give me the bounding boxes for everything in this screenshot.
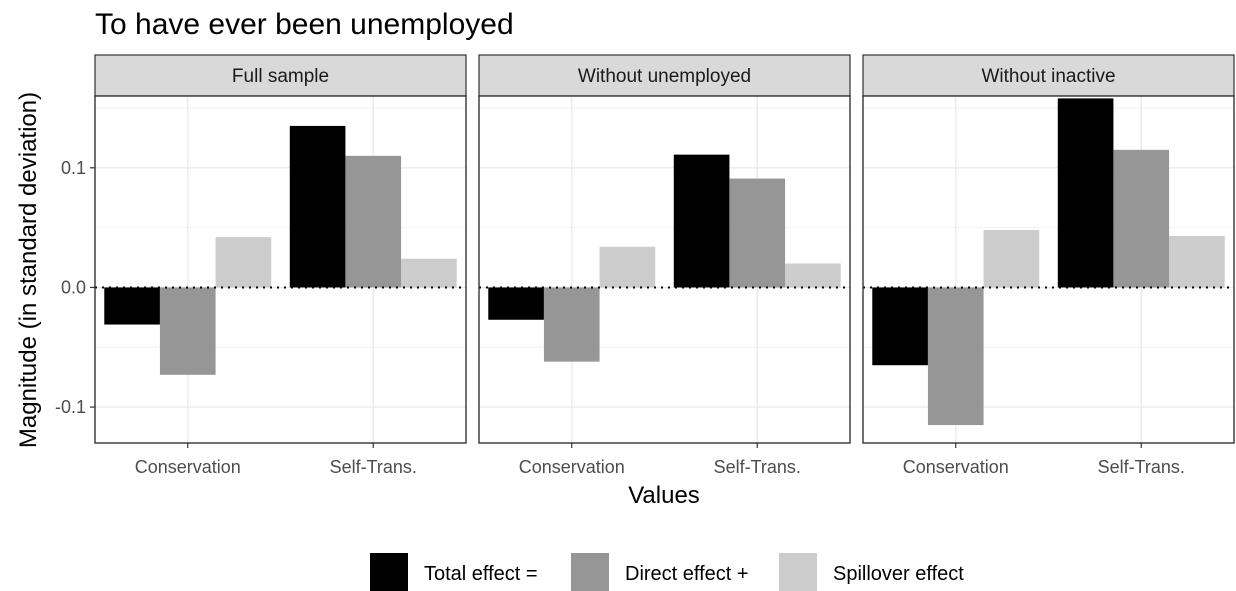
x-tick-label: Self-Trans. bbox=[330, 457, 417, 477]
y-tick-label: 0.0 bbox=[61, 277, 86, 297]
bar bbox=[401, 258, 457, 288]
facet-strip-label: Full sample bbox=[232, 66, 329, 87]
bar bbox=[104, 287, 160, 325]
panel-border bbox=[862, 95, 1235, 444]
bar bbox=[289, 125, 346, 288]
chart-title: To have ever been unemployed bbox=[95, 8, 514, 41]
facet-panels: Full sample Conservation Self-Trans. -0.1 0.… bbox=[55, 54, 1235, 477]
bar bbox=[1057, 98, 1114, 288]
x-tick-label: Self-Trans. bbox=[1098, 457, 1185, 477]
x-tick-label: Conservation bbox=[519, 457, 625, 477]
facet-panel: Full sample Conservation Self-Trans. -0.1 0.… bbox=[55, 54, 467, 477]
bar bbox=[1169, 235, 1225, 288]
y-tick-label: 0.1 bbox=[61, 158, 86, 178]
legend-label: Spillover effect bbox=[833, 563, 964, 585]
legend-key bbox=[779, 553, 817, 591]
bar bbox=[543, 287, 600, 362]
legend-item: Direct effect + bbox=[571, 553, 749, 591]
bar bbox=[729, 178, 786, 288]
bar bbox=[488, 287, 544, 320]
facet-panel: Without unemployed Conservation Self-Trans… bbox=[478, 54, 851, 477]
bar bbox=[927, 287, 984, 426]
legend: Total effect = Direct effect + Spillover e… bbox=[370, 553, 964, 591]
panel-border bbox=[478, 95, 851, 444]
facet-strip bbox=[862, 54, 1235, 97]
bar bbox=[215, 237, 272, 288]
facet-strip-label: Without unemployed bbox=[578, 66, 751, 87]
legend-label: Total effect = bbox=[424, 563, 538, 585]
x-tick-label: Conservation bbox=[135, 457, 241, 477]
facet-strip-label: Without inactive bbox=[981, 66, 1115, 87]
bar bbox=[673, 154, 730, 288]
facet-panel: Without inactive Conservation Self-Trans. bbox=[862, 54, 1235, 477]
x-tick-label: Self-Trans. bbox=[714, 457, 801, 477]
legend-label: Direct effect + bbox=[625, 563, 749, 585]
panel-border bbox=[94, 95, 467, 444]
bar bbox=[159, 287, 216, 375]
y-axis-title: Magnitude (in standard deviation) bbox=[15, 92, 42, 448]
bar bbox=[785, 263, 841, 288]
bar bbox=[345, 155, 402, 288]
legend-item: Total effect = bbox=[370, 553, 538, 591]
x-tick-label: Conservation bbox=[903, 457, 1009, 477]
bar bbox=[599, 246, 656, 288]
bar bbox=[872, 287, 928, 366]
y-tick-label: -0.1 bbox=[55, 397, 86, 417]
legend-key bbox=[571, 553, 609, 591]
x-axis-title: Values bbox=[628, 482, 700, 509]
bar bbox=[1113, 149, 1170, 288]
legend-item: Spillover effect bbox=[779, 553, 964, 591]
facet-strip bbox=[94, 54, 467, 97]
bar bbox=[983, 230, 1040, 288]
legend-key bbox=[370, 553, 408, 591]
